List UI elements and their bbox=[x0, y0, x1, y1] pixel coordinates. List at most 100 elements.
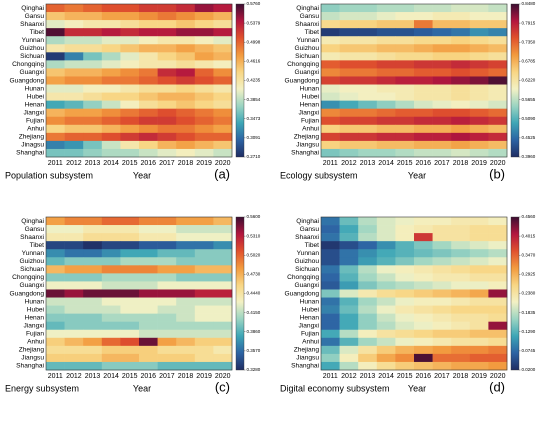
heat-cell bbox=[83, 20, 103, 29]
heat-cell bbox=[376, 84, 396, 93]
y-tick-label: Guizhou bbox=[294, 258, 319, 265]
x-tick-label: 2012 bbox=[341, 160, 357, 167]
heat-cell bbox=[194, 337, 214, 347]
heat-cell bbox=[176, 132, 196, 142]
heat-cell bbox=[339, 233, 359, 242]
heat-cell bbox=[176, 289, 196, 298]
heat-cell bbox=[432, 337, 452, 347]
colorbar bbox=[510, 3, 520, 158]
heat-cell bbox=[213, 116, 233, 126]
heat-cell bbox=[451, 281, 471, 290]
heat-cell bbox=[176, 148, 196, 158]
heat-cell bbox=[339, 100, 359, 109]
heat-cell bbox=[194, 217, 214, 226]
heat-cell bbox=[46, 148, 65, 158]
x-tick-label: 2017 bbox=[159, 373, 175, 380]
heat-cell bbox=[64, 92, 84, 101]
heat-cell bbox=[120, 297, 140, 306]
panel-label: (c) bbox=[215, 379, 230, 394]
heat-cell bbox=[469, 289, 489, 298]
heat-cell bbox=[46, 84, 65, 93]
heat-cell bbox=[395, 68, 415, 77]
heat-cell bbox=[395, 52, 415, 61]
heat-cell bbox=[101, 353, 121, 363]
heat-cell bbox=[321, 337, 340, 347]
heat-cell bbox=[157, 241, 177, 250]
heat-cell bbox=[469, 233, 489, 242]
heat-cell bbox=[451, 76, 471, 85]
heat-cell bbox=[339, 148, 359, 158]
heat-cell bbox=[432, 329, 452, 339]
panel-title: Digital economy subsystem bbox=[280, 383, 390, 393]
colorbar-tick-label: 0.4560 bbox=[522, 214, 536, 219]
heat-cell bbox=[46, 313, 65, 322]
heat-cell bbox=[120, 265, 140, 274]
heat-cell bbox=[157, 345, 177, 355]
heat-cell bbox=[120, 92, 140, 101]
heat-cell bbox=[64, 297, 84, 306]
heat-cell bbox=[321, 60, 340, 69]
heat-cell bbox=[358, 313, 378, 322]
heat-cell bbox=[213, 329, 233, 339]
heat-cell bbox=[488, 337, 508, 347]
heat-cell bbox=[83, 217, 103, 226]
heat-cell bbox=[395, 28, 415, 37]
heat-cell bbox=[339, 132, 359, 142]
heat-cell bbox=[46, 44, 65, 53]
heat-cell bbox=[469, 116, 489, 126]
heat-cell bbox=[395, 321, 415, 331]
heat-cell bbox=[64, 321, 84, 331]
heat-cell bbox=[176, 329, 196, 339]
y-tick-label: Chongqing bbox=[287, 274, 319, 281]
heat-cell bbox=[157, 44, 177, 53]
heat-cell bbox=[139, 345, 158, 355]
heat-cell bbox=[176, 12, 196, 21]
heat-cell bbox=[358, 281, 378, 290]
y-tick-label: Gansu bbox=[300, 13, 320, 20]
heat-cell bbox=[358, 353, 378, 363]
colorbar-tick-label: 0.1835 bbox=[522, 310, 536, 315]
heat-cell bbox=[101, 28, 121, 37]
y-tick-label: Hubei bbox=[27, 93, 45, 100]
x-tick-label: 2012 bbox=[341, 373, 357, 380]
heat-cell bbox=[432, 20, 452, 29]
heat-cell bbox=[358, 321, 378, 331]
y-tick-label: Shanghai bbox=[16, 363, 44, 370]
heat-cell bbox=[120, 329, 140, 339]
heat-cell bbox=[432, 68, 452, 77]
x-tick-label: 2012 bbox=[66, 160, 82, 167]
y-tick-label: Yunnan bbox=[297, 37, 320, 44]
heat-cell bbox=[157, 273, 177, 282]
heat-cell bbox=[339, 241, 359, 250]
heat-cell bbox=[414, 36, 433, 45]
colorbar bbox=[235, 3, 245, 158]
heat-cell bbox=[488, 257, 508, 266]
heat-cell bbox=[176, 124, 196, 134]
y-tick-label: Guangdong bbox=[10, 290, 45, 297]
heat-cell bbox=[120, 108, 140, 118]
heat-cell bbox=[414, 84, 433, 93]
heat-cell bbox=[46, 265, 65, 274]
y-tick-label: Hubei bbox=[27, 306, 45, 313]
heat-cell bbox=[213, 108, 233, 118]
heat-cell bbox=[64, 305, 84, 314]
heat-cell bbox=[488, 148, 508, 158]
heat-cell bbox=[432, 241, 452, 250]
heat-cell bbox=[432, 233, 452, 242]
x-tick-label: 2013 bbox=[360, 160, 376, 167]
y-tick-label: Zhejiang bbox=[294, 347, 320, 354]
x-tick-label: 2018 bbox=[453, 373, 469, 380]
heat-cell bbox=[83, 116, 103, 126]
heat-cell bbox=[395, 297, 415, 306]
heat-cell bbox=[194, 60, 214, 69]
heat-cell bbox=[488, 44, 508, 53]
heat-cell bbox=[83, 60, 103, 69]
heat-cell bbox=[451, 289, 471, 298]
heat-cell bbox=[176, 140, 196, 150]
heat-cell bbox=[101, 36, 121, 45]
heat-cell bbox=[376, 297, 396, 306]
heat-cell bbox=[395, 225, 415, 234]
heat-cell bbox=[414, 108, 433, 118]
colorbar-tick-label: 0.3960 bbox=[522, 154, 536, 159]
heat-cell bbox=[194, 241, 214, 250]
